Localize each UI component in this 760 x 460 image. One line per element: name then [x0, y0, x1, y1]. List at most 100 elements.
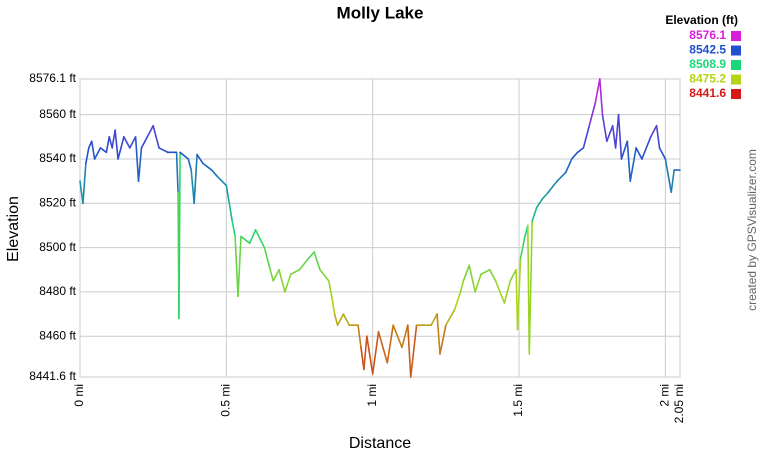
elevation-segment	[462, 264, 471, 282]
elevation-segment	[635, 147, 643, 160]
elevation-segment	[336, 313, 345, 326]
elevation-segment	[503, 280, 512, 304]
elevation-segment	[357, 324, 362, 349]
elevation-segment	[430, 313, 438, 326]
elevation-segment	[123, 136, 131, 149]
elevation-segment	[134, 136, 140, 182]
legend-label: 8475.2	[689, 72, 726, 86]
elevation-segment	[541, 191, 550, 200]
elevation-segment	[231, 220, 236, 238]
legend-swatch	[731, 89, 741, 99]
x-tick-label: 2 mi	[658, 384, 672, 407]
elevation-segment	[670, 169, 675, 194]
y-tick-label: 8500 ft	[39, 240, 76, 254]
legend-title: Elevation (ft)	[665, 13, 738, 27]
elevation-segment	[535, 198, 544, 209]
elevation-segment	[187, 158, 193, 171]
elevation-segment	[284, 273, 292, 293]
x-tick-label: 2.05 mi	[672, 384, 686, 423]
elevation-segment	[85, 147, 90, 165]
elevation-segment	[453, 291, 462, 311]
legend-swatch	[731, 45, 741, 56]
legend-label: 8576.1	[689, 28, 726, 42]
elevation-segment	[99, 147, 108, 154]
elevation-segment	[240, 235, 251, 244]
elevation-segment	[289, 268, 301, 275]
elevation-segment	[468, 264, 476, 293]
elevation-segment	[196, 153, 204, 165]
elevation-segment	[655, 124, 661, 149]
elevation-segment	[263, 246, 272, 271]
elevation-segment	[576, 147, 585, 154]
elevation-segment	[617, 113, 623, 160]
elevation-segment	[360, 346, 365, 371]
elevation-segment	[588, 102, 596, 127]
credit: created by GPSVisualizer.com	[745, 149, 759, 311]
elevation-segment	[342, 313, 351, 326]
elevation-segment	[298, 257, 310, 271]
elevation-segment	[436, 313, 441, 355]
elevation-segment	[565, 158, 573, 174]
elevation-segment	[377, 331, 389, 364]
elevation-segment	[570, 151, 579, 160]
elevation-segment	[234, 235, 239, 298]
elevation-segment	[114, 129, 119, 160]
elevation-segment	[158, 147, 169, 154]
elevation-segment	[363, 335, 368, 371]
y-tick-label: 8480 ft	[39, 284, 76, 298]
legend-label: 8508.9	[689, 57, 726, 71]
elevation-segment	[658, 147, 667, 160]
elevation-segment	[620, 140, 629, 160]
elevation-segment	[407, 324, 412, 378]
x-tick-label: 1 mi	[365, 384, 379, 407]
y-tick-label: 8560 ft	[39, 107, 76, 121]
elevation-segment	[556, 171, 567, 182]
elevation-segment	[494, 280, 506, 304]
elevation-segment	[516, 257, 522, 331]
legend-swatch	[731, 60, 741, 70]
elevation-segment	[327, 280, 333, 298]
elevation-segment	[531, 206, 538, 222]
legend-swatch	[731, 74, 741, 85]
elevation-segment	[175, 151, 179, 194]
elevation-segment	[366, 335, 374, 375]
elevation-segment	[117, 136, 125, 160]
elevation-segment	[140, 136, 149, 149]
y-tick-label: 8540 ft	[39, 151, 76, 165]
elevation-segment	[319, 268, 330, 282]
elevation-segment	[547, 180, 558, 194]
elevation-segment	[330, 295, 336, 315]
elevation-segment	[179, 151, 190, 160]
elevation-segment	[225, 184, 231, 205]
elevation-segment	[178, 151, 181, 320]
elevation-segment	[333, 313, 339, 326]
elevation-segment	[210, 169, 219, 178]
elevation-segment	[601, 113, 608, 143]
elevation-segment	[611, 124, 617, 149]
elevation-segment	[629, 147, 637, 182]
elevation-segment	[488, 268, 497, 282]
elevation-segment	[480, 268, 491, 275]
y-tick-label: 8576.1 ft	[29, 71, 76, 85]
elevation-segment	[474, 273, 482, 293]
x-tick-label: 1.5 mi	[511, 384, 525, 417]
elevation-segment	[272, 268, 280, 282]
elevation-segment	[519, 235, 526, 260]
elevation-segment	[641, 136, 652, 160]
elevation-segment	[248, 229, 257, 244]
elevation-segment	[649, 124, 658, 138]
elevation-segment	[90, 140, 96, 160]
y-tick-label: 8520 ft	[39, 195, 76, 209]
elevation-segment	[614, 113, 620, 149]
elevation-segment	[190, 169, 195, 205]
elevation-segment	[528, 220, 533, 355]
elevation-segment	[313, 251, 321, 271]
elevation-segment	[401, 324, 409, 349]
elevation-segment	[105, 136, 111, 154]
elevation-segment	[371, 331, 380, 375]
y-tick-label: 8441.6 ft	[29, 369, 76, 383]
elevation-segment	[216, 175, 228, 187]
elevation-segment	[202, 162, 213, 171]
x-axis-title: Distance	[349, 435, 411, 452]
